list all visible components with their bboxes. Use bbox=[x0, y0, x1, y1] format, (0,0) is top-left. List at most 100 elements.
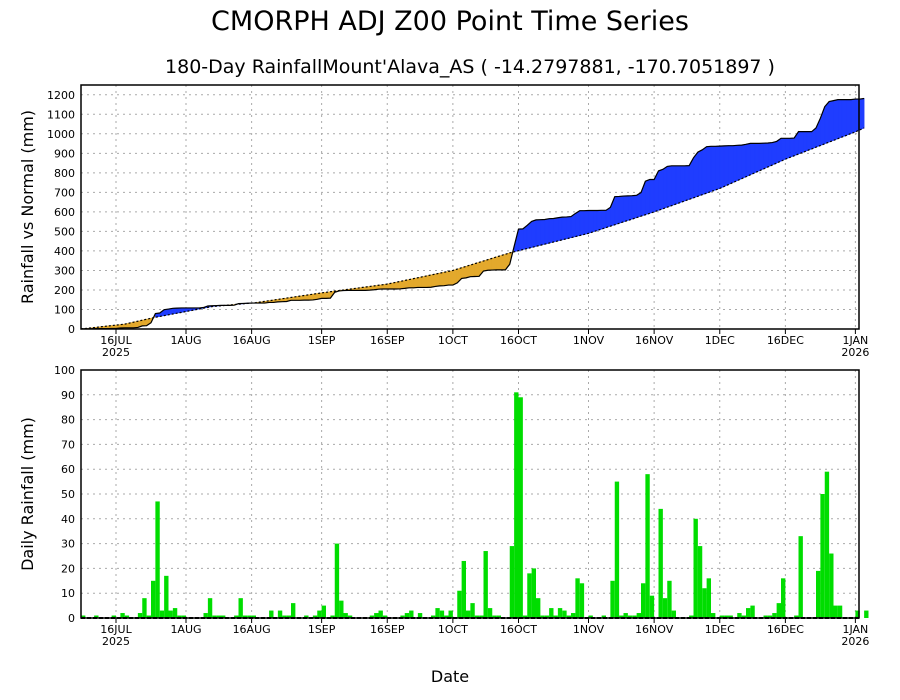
above-normal-area bbox=[802, 131, 808, 153]
daily-rainfall-bar bbox=[610, 580, 615, 618]
above-normal-area bbox=[736, 144, 742, 182]
daily-rainfall-bar bbox=[522, 615, 528, 618]
above-normal-area bbox=[561, 216, 567, 241]
daily-rainfall-bar bbox=[277, 610, 283, 618]
below-normal-area bbox=[417, 276, 423, 288]
top-x-tick-label: 1SEP bbox=[308, 334, 336, 347]
top-y-tick-label: 0 bbox=[68, 323, 75, 336]
daily-rainfall-bar bbox=[667, 580, 672, 618]
daily-rainfall-bar bbox=[221, 615, 226, 618]
daily-rainfall-bar bbox=[470, 603, 475, 618]
above-normal-area bbox=[758, 142, 764, 172]
above-normal-area bbox=[614, 196, 620, 226]
below-normal-area bbox=[500, 253, 506, 271]
daily-rainfall-bar bbox=[343, 613, 348, 618]
daily-rainfall-bar bbox=[142, 598, 147, 618]
daily-rainfall-bar bbox=[417, 613, 423, 618]
top-y-tick-label: 800 bbox=[54, 167, 75, 180]
daily-rainfall-bar bbox=[168, 610, 173, 618]
x-axis-label: Date bbox=[431, 667, 469, 686]
daily-rainfall-bar bbox=[662, 598, 668, 618]
above-normal-area bbox=[601, 210, 607, 230]
bottom-y-tick-label: 80 bbox=[61, 414, 75, 427]
above-normal-area bbox=[850, 98, 856, 134]
daily-rainfall-bar bbox=[474, 615, 480, 618]
daily-rainfall-bar bbox=[238, 598, 243, 618]
daily-rainfall-bar bbox=[750, 605, 755, 618]
bottom-y-tick-label: 70 bbox=[61, 438, 75, 451]
above-normal-area bbox=[754, 143, 760, 174]
daily-rainfall-bar bbox=[829, 553, 834, 618]
above-normal-area bbox=[666, 165, 672, 208]
daily-rainfall-bar bbox=[374, 613, 379, 618]
daily-rainfall-bar bbox=[172, 608, 178, 618]
top-x-tick-year: 2025 bbox=[102, 346, 130, 359]
top-y-tick-label: 700 bbox=[54, 186, 75, 199]
daily-rainfall-bar bbox=[247, 615, 252, 618]
top-x-tick-label: 16JUL bbox=[100, 334, 132, 347]
daily-rainfall-bar bbox=[94, 615, 99, 618]
bottom-y-axis-label: Daily Rainfall (mm) bbox=[18, 417, 37, 571]
daily-rainfall-bar bbox=[649, 595, 655, 618]
above-normal-area bbox=[693, 151, 699, 199]
above-normal-area bbox=[732, 144, 738, 184]
daily-rainfall-bar bbox=[632, 615, 637, 618]
above-normal-area bbox=[544, 218, 550, 245]
bottom-x-tick-label: 1AUG bbox=[170, 623, 201, 636]
top-x-tick-label: 1AUG bbox=[170, 334, 201, 347]
daily-rainfall-bar bbox=[509, 546, 515, 618]
above-normal-area bbox=[588, 210, 594, 234]
above-normal-area bbox=[636, 192, 642, 219]
bottom-y-tick-label: 100 bbox=[54, 364, 75, 377]
daily-rainfall-bar bbox=[382, 615, 388, 618]
above-normal-area bbox=[675, 165, 681, 205]
daily-rainfall-bar bbox=[146, 615, 151, 618]
daily-rainfall-bar bbox=[706, 578, 711, 618]
daily-rainfall-bar bbox=[746, 608, 751, 618]
daily-rainfall-bar bbox=[549, 608, 554, 618]
below-normal-area bbox=[426, 274, 432, 288]
daily-rainfall-bar bbox=[588, 615, 593, 618]
above-normal-area bbox=[763, 142, 769, 170]
above-normal-area bbox=[662, 165, 668, 210]
below-normal-area bbox=[435, 272, 441, 287]
daily-rainfall-bar bbox=[159, 610, 165, 618]
above-normal-area bbox=[776, 137, 782, 164]
above-normal-area bbox=[518, 228, 524, 252]
bottom-x-tick-label: 16DEC bbox=[767, 623, 804, 636]
daily-rainfall-bar bbox=[124, 615, 130, 618]
daily-rainfall-bar bbox=[776, 603, 781, 618]
daily-rainfall-bar bbox=[728, 615, 733, 618]
bottom-y-tick-label: 50 bbox=[61, 488, 75, 501]
above-normal-area bbox=[531, 219, 537, 248]
daily-rainfall-bar bbox=[719, 615, 725, 618]
below-normal-area bbox=[470, 263, 476, 278]
daily-rainfall-bar bbox=[614, 481, 620, 618]
top-y-tick-label: 1200 bbox=[47, 89, 75, 102]
daily-rainfall-bar bbox=[317, 610, 322, 618]
daily-rainfall-bar bbox=[137, 613, 143, 618]
above-normal-area bbox=[684, 165, 690, 202]
bottom-x-tick-label: 1DEC bbox=[705, 623, 735, 636]
above-normal-area bbox=[583, 210, 589, 235]
daily-rainfall-bar bbox=[794, 615, 799, 618]
top-x-tick-label: 16AUG bbox=[233, 334, 271, 347]
above-normal-area bbox=[771, 141, 777, 166]
daily-rainfall-bar bbox=[492, 615, 497, 618]
above-normal-area bbox=[697, 149, 703, 197]
above-normal-area bbox=[745, 142, 751, 178]
daily-rainfall-bar bbox=[483, 551, 488, 618]
above-normal-area bbox=[710, 145, 716, 193]
daily-rainfall-bar bbox=[466, 610, 471, 618]
daily-rainfall-bar bbox=[269, 610, 274, 618]
above-normal-area bbox=[658, 168, 664, 211]
daily-rainfall-bar bbox=[435, 608, 440, 618]
daily-rainfall-bar bbox=[837, 605, 843, 618]
daily-rainfall-bar bbox=[431, 615, 436, 618]
daily-rainfall-bar bbox=[697, 546, 703, 618]
top-y-tick-label: 1000 bbox=[47, 128, 75, 141]
above-normal-area bbox=[841, 99, 847, 138]
top-x-tick-label: 16NOV bbox=[635, 334, 674, 347]
daily-rainfall-bar bbox=[741, 615, 746, 618]
